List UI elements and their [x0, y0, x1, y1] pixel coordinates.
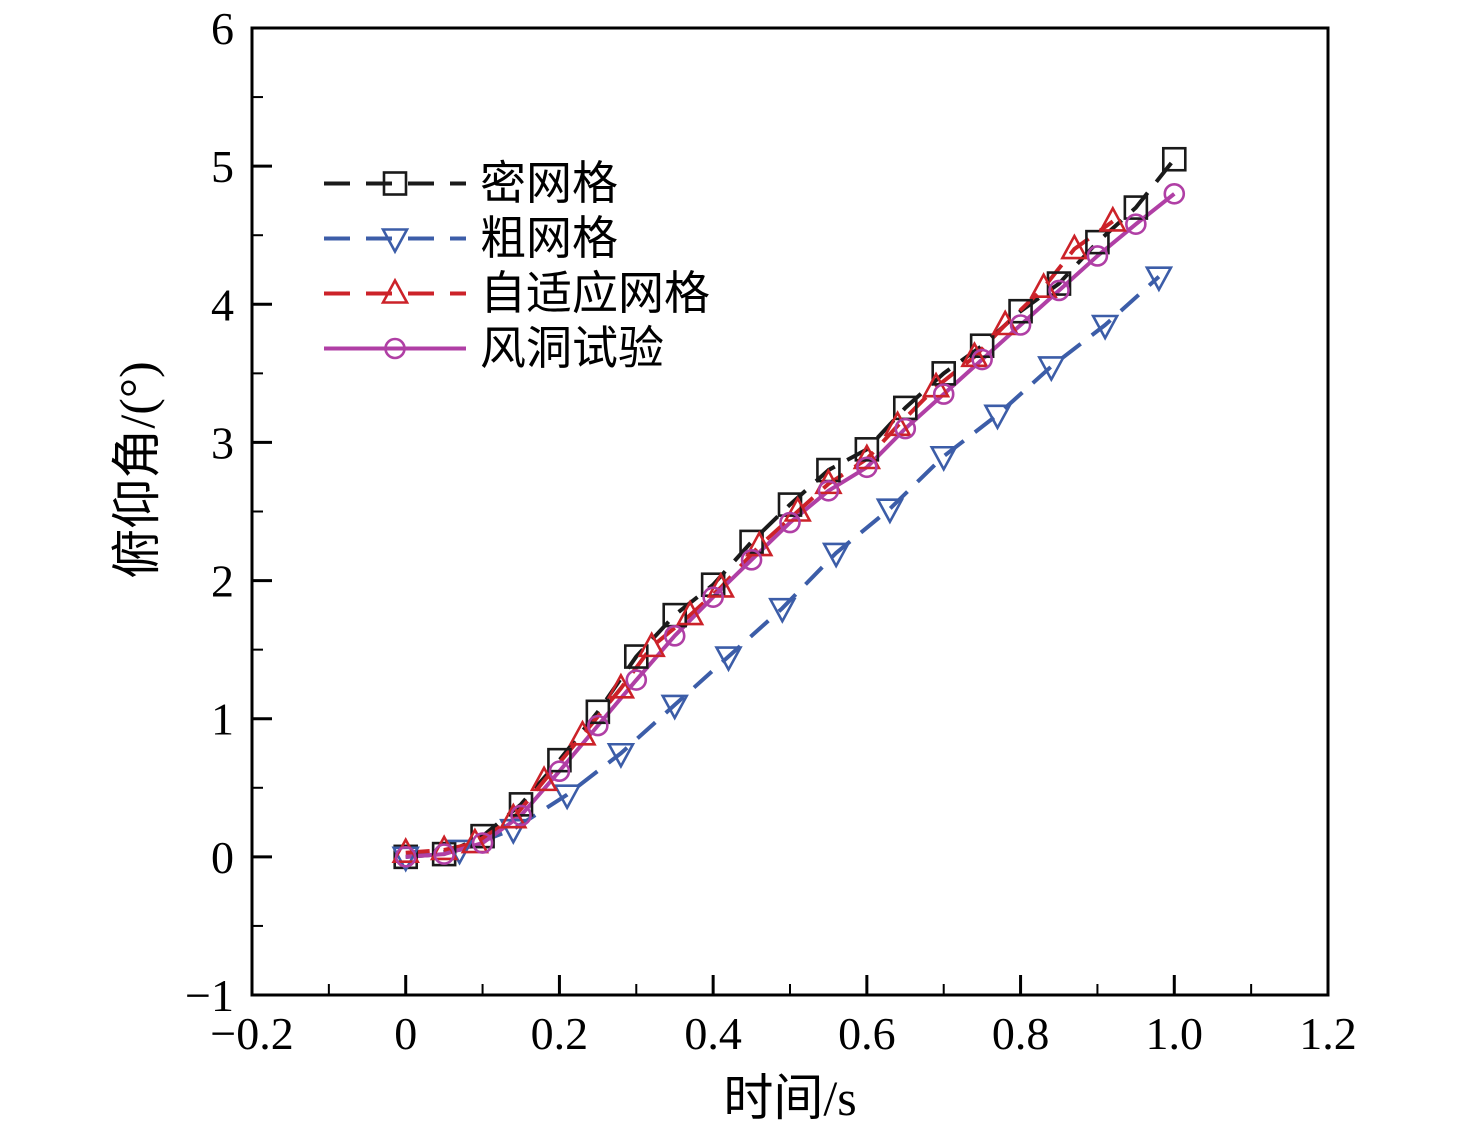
svg-text:0: 0: [394, 1008, 417, 1059]
legend-swatch-dense-mesh: [324, 171, 466, 196]
legend-label-coarse-mesh: 粗网格: [480, 212, 618, 264]
legend-item-wind-tunnel: 风洞试验: [320, 325, 710, 372]
svg-text:2: 2: [211, 556, 234, 607]
x-axis-title: 时间/s: [723, 1070, 857, 1126]
svg-text:4: 4: [211, 279, 234, 330]
legend-swatch-coarse-mesh: [324, 228, 466, 255]
legend-label-dense-mesh: 密网格: [480, 157, 618, 209]
svg-text:0.6: 0.6: [838, 1008, 896, 1059]
svg-text:−1: −1: [185, 970, 234, 1021]
legend-swatch-wind-tunnel: [324, 337, 466, 360]
legend: 密网格 粗网格 自适应网格 风洞试验: [320, 160, 710, 372]
legend-item-dense-mesh: 密网格: [320, 160, 710, 207]
legend-label-wind-tunnel: 风洞试验: [480, 322, 664, 374]
legend-label-adaptive-mesh: 自适应网格: [480, 267, 710, 319]
y-axis-title: 俯仰角/(°): [109, 361, 165, 579]
svg-text:0.4: 0.4: [684, 1008, 742, 1059]
svg-text:6: 6: [211, 3, 234, 54]
legend-item-adaptive-mesh: 自适应网格: [320, 270, 710, 317]
svg-text:0.8: 0.8: [992, 1008, 1050, 1059]
svg-text:0: 0: [211, 832, 234, 883]
svg-text:1.2: 1.2: [1299, 1008, 1357, 1059]
svg-text:1: 1: [211, 694, 234, 745]
svg-text:5: 5: [211, 141, 234, 192]
svg-text:3: 3: [211, 417, 234, 468]
svg-text:1.0: 1.0: [1146, 1008, 1204, 1059]
svg-text:0.2: 0.2: [531, 1008, 589, 1059]
legend-swatch-adaptive-mesh: [324, 277, 466, 304]
legend-item-coarse-mesh: 粗网格: [320, 215, 710, 262]
svg-text:−0.2: −0.2: [210, 1008, 293, 1059]
